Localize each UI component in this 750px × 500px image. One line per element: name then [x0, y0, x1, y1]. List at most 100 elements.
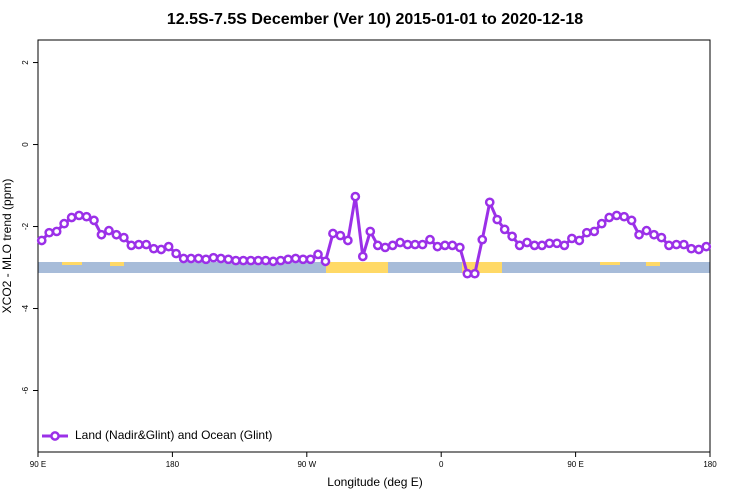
x-tick-label: 90 W	[297, 460, 316, 469]
data-point	[387, 240, 398, 251]
land-band	[600, 262, 620, 265]
legend-marker	[50, 431, 60, 441]
data-point	[290, 253, 301, 264]
chart-title: 12.5S-7.5S December (Ver 10) 2015-01-01 …	[167, 11, 583, 28]
data-point	[260, 255, 271, 266]
data-point	[634, 229, 644, 240]
data-point	[440, 240, 450, 251]
data-point	[514, 240, 525, 251]
data-point	[641, 225, 652, 236]
data-point	[402, 239, 413, 250]
land-band	[462, 262, 502, 273]
y-tick-label: 2	[21, 60, 30, 65]
data-point	[567, 233, 577, 244]
data-point	[283, 254, 293, 265]
data-point	[245, 255, 256, 266]
data-point	[178, 253, 189, 264]
data-point	[44, 227, 55, 238]
data-point	[163, 241, 174, 252]
x-tick-label: 90 E	[567, 460, 583, 469]
data-point	[410, 239, 420, 250]
data-point	[313, 249, 323, 260]
data-point	[126, 240, 137, 251]
y-tick-label: -2	[21, 222, 30, 230]
land-band	[646, 262, 660, 266]
data-point	[380, 242, 391, 253]
data-point	[671, 239, 682, 250]
data-point	[619, 211, 629, 222]
data-point	[305, 254, 316, 265]
data-point	[51, 226, 62, 237]
data-point	[477, 234, 488, 245]
y-tick-label: -6	[21, 386, 30, 394]
data-point	[357, 251, 368, 262]
data-point	[36, 235, 47, 246]
data-point	[492, 214, 503, 225]
data-point	[89, 215, 99, 226]
data-point	[231, 255, 241, 266]
y-axis-label: XCO2 - MLO trend (ppm)	[0, 179, 14, 314]
data-point	[372, 240, 383, 251]
data-point	[589, 226, 600, 237]
x-tick-label: 180	[703, 460, 717, 469]
data-point	[499, 224, 510, 235]
y-tick-label: 0	[21, 142, 30, 147]
data-point	[552, 238, 562, 249]
data-point	[611, 210, 622, 221]
data-point	[649, 229, 659, 240]
data-point	[537, 240, 547, 251]
data-point	[686, 243, 697, 254]
data-point	[604, 212, 615, 223]
data-point	[148, 243, 159, 254]
data-point	[343, 235, 353, 246]
data-point	[365, 226, 376, 237]
data-point	[141, 239, 152, 250]
data-point	[253, 255, 264, 266]
data-point	[626, 215, 637, 226]
data-point	[111, 229, 122, 240]
data-point	[664, 240, 674, 251]
data-point	[156, 244, 167, 255]
data-point	[596, 218, 607, 229]
data-point	[268, 256, 279, 267]
data-point	[216, 253, 226, 264]
data-point	[59, 218, 69, 229]
data-point	[559, 240, 570, 251]
data-point	[208, 252, 219, 263]
data-point	[81, 211, 92, 222]
data-point	[335, 230, 346, 241]
data-point	[574, 235, 585, 246]
x-tick-label: 180	[166, 460, 180, 469]
data-point	[74, 210, 84, 221]
x-tick-label: 0	[439, 460, 444, 469]
data-point	[455, 242, 465, 253]
data-point	[529, 240, 540, 251]
data-point	[693, 244, 704, 255]
data-point	[484, 197, 495, 208]
data-point	[223, 254, 234, 265]
data-point	[193, 253, 204, 264]
data-point	[544, 238, 555, 249]
data-point	[104, 225, 114, 236]
data-point	[679, 239, 689, 250]
data-point	[201, 254, 211, 265]
data-point	[522, 237, 532, 248]
data-point	[96, 229, 107, 240]
data-point	[447, 240, 458, 251]
land-band	[62, 262, 82, 265]
data-point	[133, 239, 144, 250]
land-band	[326, 262, 388, 273]
data-point	[469, 268, 480, 279]
data-point	[238, 255, 249, 266]
data-point	[432, 241, 443, 252]
land-band	[110, 262, 124, 266]
data-point	[395, 237, 405, 248]
data-point	[425, 234, 435, 245]
data-point	[298, 254, 308, 265]
data-point	[66, 212, 77, 223]
data-point	[320, 256, 331, 267]
data-point	[462, 268, 473, 279]
data-point	[507, 231, 517, 242]
y-tick-label: -4	[21, 304, 30, 312]
